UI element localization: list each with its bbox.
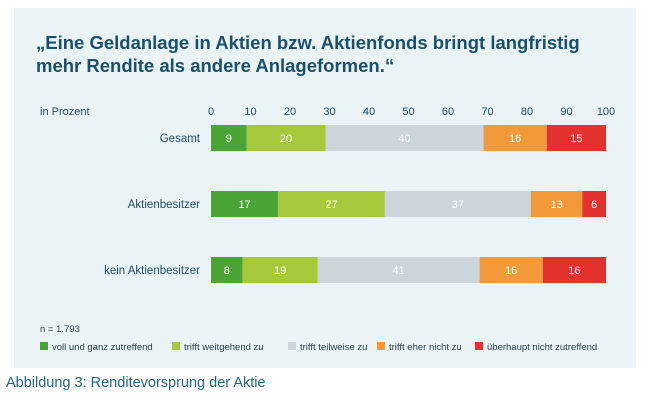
category-label: Aktienbesitzer <box>128 199 200 211</box>
legend-label: trifft weitgehend zu <box>184 342 264 353</box>
data-label: 17 <box>238 199 250 211</box>
data-label: 8 <box>224 265 230 277</box>
data-label: 6 <box>591 199 597 211</box>
data-label: 9 <box>226 133 232 145</box>
bar-segment <box>384 191 531 217</box>
bar-segment <box>542 257 606 283</box>
bar-segment <box>325 125 484 151</box>
legend-swatch <box>288 342 296 350</box>
chart-title: „Eine Geldanlage in Aktien bzw. Aktienfo… <box>36 32 580 76</box>
sample-size-note: n = 1.793 <box>40 324 80 335</box>
data-label: 15 <box>570 133 582 145</box>
chart-panel <box>14 8 636 368</box>
bar-segment <box>546 125 606 151</box>
bar-segment <box>483 125 547 151</box>
x-tick-label: 10 <box>244 106 256 118</box>
bar-segment <box>242 257 318 283</box>
legend-swatch <box>377 342 385 350</box>
data-label: 37 <box>452 199 464 211</box>
x-tick-label: 70 <box>481 106 493 118</box>
bar-segment <box>530 191 583 217</box>
legend-label: trifft teilweise zu <box>300 342 367 353</box>
bar-segment <box>317 257 480 283</box>
data-label: 16 <box>509 133 521 145</box>
x-tick-label: 60 <box>442 106 454 118</box>
bar-segment <box>582 191 606 217</box>
x-tick-label: 20 <box>284 106 296 118</box>
data-label: 16 <box>505 265 517 277</box>
data-label: 40 <box>398 133 410 145</box>
x-tick-label: 30 <box>323 106 335 118</box>
x-tick-label: 80 <box>521 106 533 118</box>
figure-caption: Abbildung 3: Renditevorsprung der Aktie <box>6 375 266 391</box>
x-tick-label: 50 <box>402 106 414 118</box>
data-label: 27 <box>325 199 337 211</box>
bar-segment <box>211 125 247 151</box>
legend-label: trifft eher nicht zu <box>389 342 462 353</box>
legend-swatch <box>40 342 48 350</box>
data-label: 20 <box>280 133 292 145</box>
x-tick-label: 0 <box>208 106 214 118</box>
data-label: 13 <box>551 199 563 211</box>
category-label: kein Aktienbesitzer <box>104 265 200 277</box>
x-tick-label: 40 <box>363 106 375 118</box>
x-tick-label: 90 <box>560 106 572 118</box>
bar-segment <box>278 191 385 217</box>
bar-segment <box>211 191 279 217</box>
bar-segment <box>211 257 243 283</box>
legend-label: voll und ganz zutreffend <box>52 342 153 353</box>
bar-segment <box>479 257 543 283</box>
data-label: 19 <box>274 265 286 277</box>
data-label: 41 <box>393 265 405 277</box>
bar-segment <box>246 125 326 151</box>
y-axis-label: in Prozent <box>40 106 90 118</box>
legend-swatch <box>475 342 483 350</box>
category-label: Gesamt <box>160 133 201 145</box>
x-tick-label: 100 <box>597 106 615 118</box>
legend-swatch <box>172 342 180 350</box>
data-label: 16 <box>568 265 580 277</box>
stacked-bar-chart: in Prozent 0 10 20 30 40 50 60 70 80 90 100 Gesamt… <box>40 106 615 353</box>
legend-label: überhaupt nicht zutreffend <box>487 342 597 353</box>
